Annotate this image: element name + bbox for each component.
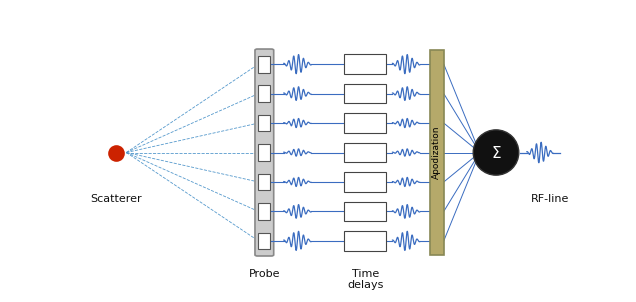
Bar <box>345 113 386 133</box>
Bar <box>345 172 386 192</box>
Bar <box>258 144 270 161</box>
Bar <box>345 231 386 251</box>
Bar <box>345 201 386 221</box>
Bar <box>258 174 270 190</box>
Text: $\Sigma$: $\Sigma$ <box>491 145 501 160</box>
Text: RF-line: RF-line <box>531 194 569 204</box>
Ellipse shape <box>473 130 519 175</box>
Bar <box>258 115 270 131</box>
Bar <box>345 54 386 74</box>
Text: Apodization: Apodization <box>432 126 441 179</box>
Text: Scatterer: Scatterer <box>91 194 142 204</box>
Text: Probe: Probe <box>249 269 280 279</box>
Bar <box>258 56 270 72</box>
Bar <box>430 50 444 255</box>
Bar <box>345 84 386 104</box>
Bar <box>345 143 386 162</box>
FancyBboxPatch shape <box>255 49 273 256</box>
Text: Time
delays: Time delays <box>347 269 384 291</box>
Bar <box>258 203 270 220</box>
Bar <box>258 85 270 102</box>
Bar <box>258 233 270 249</box>
